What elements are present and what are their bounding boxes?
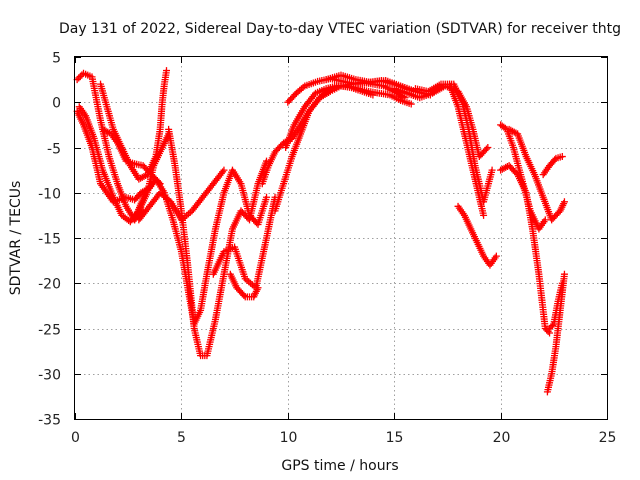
series-track-8 (165, 125, 271, 360)
x-tick-label: 15 (386, 430, 404, 446)
data-point (75, 74, 83, 82)
data-point (76, 72, 84, 80)
data-layer (73, 67, 568, 396)
data-point (544, 328, 552, 336)
y-axis-title: SDTVAR / TECUs (8, 181, 24, 296)
data-point (558, 153, 566, 161)
x-tick-label: 10 (280, 430, 298, 446)
series-track-24 (543, 270, 568, 396)
plot-frame (74, 56, 608, 420)
data-point (548, 321, 556, 329)
data-point (263, 193, 271, 201)
tick-layer: 0 5 10 15 20 25 5 0 -5 -10 -15 -20 -25 -30 -35 (38, 51, 616, 447)
x-tick-label: 25 (599, 430, 617, 446)
data-point (512, 169, 520, 177)
data-point (407, 100, 415, 108)
y-tick-label: -35 (38, 413, 61, 429)
data-point (240, 291, 248, 299)
data-point (220, 166, 228, 174)
y-tick-label: -15 (38, 232, 61, 248)
y-tick-label: 5 (52, 51, 61, 67)
x-tick-label: 20 (493, 430, 511, 446)
data-point (484, 144, 492, 151)
y-tick-label: 0 (52, 96, 61, 112)
data-point (558, 279, 566, 287)
data-point (541, 216, 549, 224)
y-tick-label: -30 (38, 368, 61, 384)
y-tick-label: -25 (38, 323, 61, 339)
x-tick-label: 0 (71, 430, 80, 446)
series-track-25 (546, 279, 566, 332)
series-track-23 (539, 153, 566, 179)
y-tick-label: -10 (38, 187, 61, 203)
data-point (482, 145, 490, 153)
x-tick-label: 5 (177, 430, 186, 446)
series-track-21 (505, 125, 568, 224)
data-point (480, 211, 488, 219)
chart-title: Day 131 of 2022, Sidereal Day-to-day VTE… (59, 21, 621, 37)
series-track-22 (497, 162, 554, 337)
data-point (78, 71, 86, 79)
series-track-18 (446, 80, 488, 219)
grid-layer (75, 57, 607, 419)
y-tick-label: -20 (38, 277, 61, 293)
data-point (163, 67, 171, 75)
data-point (488, 166, 496, 174)
data-point (560, 198, 568, 206)
data-point (254, 284, 262, 292)
data-point (560, 270, 568, 278)
series-track-4 (97, 67, 171, 183)
data-point (492, 252, 500, 260)
series-track-9 (209, 193, 279, 292)
x-axis-title: GPS time / hours (281, 458, 398, 474)
y-tick-label: -5 (47, 142, 61, 158)
series-track-19 (454, 202, 500, 269)
series-track-10 (226, 270, 262, 301)
series-track-13 (282, 82, 415, 151)
